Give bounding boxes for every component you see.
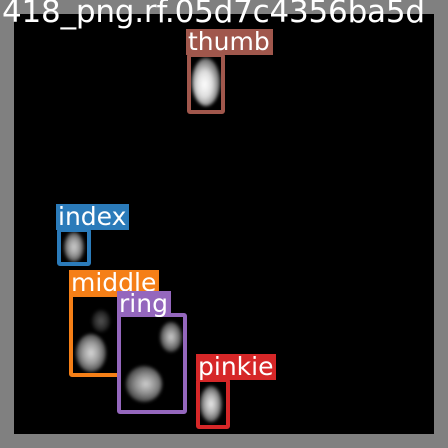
ring-blob-bottom [126, 366, 162, 402]
ring-bounding-box [117, 313, 187, 414]
index-blob [64, 232, 84, 262]
middle-blob-faint [92, 310, 110, 332]
ring-blob-top [160, 322, 182, 352]
thumb-label: thumb [186, 29, 273, 55]
pinkie-blob [200, 386, 222, 422]
middle-bounding-box [69, 293, 121, 377]
thumb-bounding-box [187, 53, 225, 114]
index-label: index [56, 204, 130, 230]
thumb-blob [192, 58, 220, 106]
ring-label: ring [117, 291, 171, 317]
image-filename-label: 418_png.rf.05d7c4356ba5d [2, 0, 425, 30]
pinkie-bounding-box [196, 378, 230, 429]
middle-blob [76, 334, 106, 372]
pinkie-label: pinkie [196, 354, 277, 380]
index-bounding-box [57, 228, 91, 266]
